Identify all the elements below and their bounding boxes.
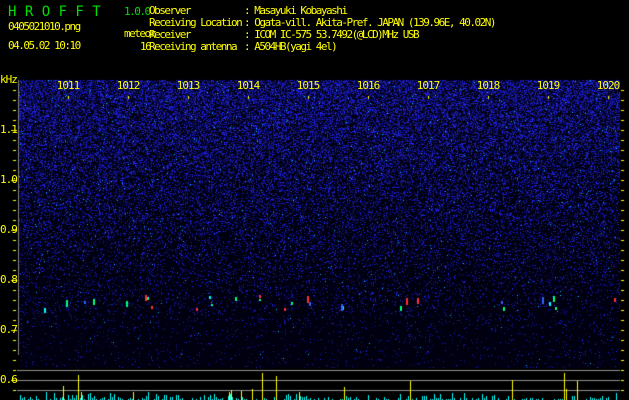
x-tick-label: 1019: [536, 79, 560, 92]
x-tick-label: 1018: [476, 79, 500, 92]
y-tick-label: 0.9: [0, 223, 18, 236]
app-version: 1.0.0: [124, 5, 151, 18]
location-label: Receiving Location: [149, 16, 243, 29]
x-tick-label: 1013: [176, 79, 200, 92]
y-tick-label: 0.8: [0, 273, 18, 286]
y-tick-label: 1.0: [0, 173, 18, 186]
meteor-count: 16: [140, 40, 152, 53]
y-tick-label: 0.6: [0, 373, 18, 386]
y-unit-label: kHz: [0, 73, 18, 86]
receiver-label: Receiver: [149, 28, 191, 41]
app-logo: H R O F F T: [8, 4, 101, 20]
x-tick-label: 1011: [56, 79, 80, 92]
y-tick-label: 1.1: [0, 123, 18, 136]
antenna-value: : A504HB(yagi 4el): [244, 40, 338, 53]
x-tick-label: 1020: [596, 79, 620, 92]
meteor-label: meteor: [124, 27, 156, 40]
file-datetime: 04.05.02 10:10: [8, 39, 81, 52]
y-tick-label: 0.7: [0, 323, 18, 336]
receiver-value: : ICOM IC-575 53.7492(@LCD)MHz USB: [244, 28, 420, 41]
x-tick-label: 1016: [356, 79, 380, 92]
file-name: 0405021010.png: [8, 20, 81, 33]
x-tick-label: 1014: [236, 79, 260, 92]
x-tick-label: 1015: [296, 79, 320, 92]
location-value: : Ogata-vill. Akita-Pref. JAPAN (139.96E…: [244, 16, 497, 29]
observer-value: : Masayuki Kobayashi: [244, 4, 348, 17]
x-tick-label: 1017: [416, 79, 440, 92]
observer-label: Observer: [149, 4, 191, 17]
antenna-label: Receiving antenna: [149, 40, 238, 53]
x-tick-label: 1012: [116, 79, 140, 92]
